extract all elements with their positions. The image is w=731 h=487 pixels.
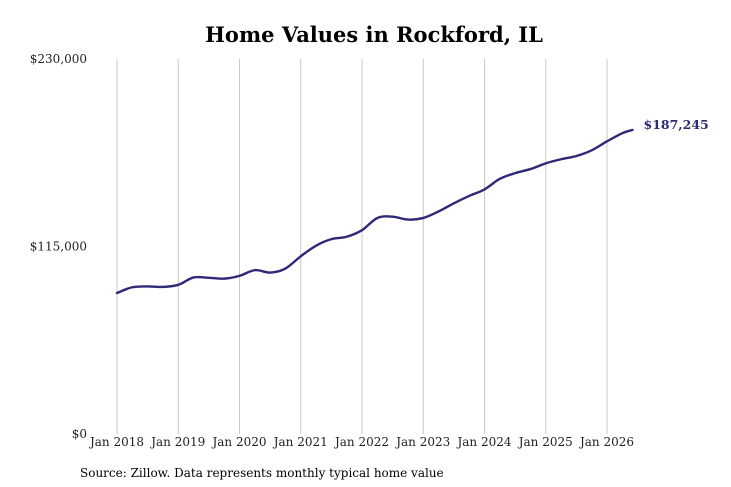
chart-title: Home Values in Rockford, IL [205,22,543,47]
x-tick-label-7: Jan 2025 [517,435,573,449]
series-layer: $187,245 [115,117,709,295]
x-tick-label-4: Jan 2022 [333,435,389,449]
x-axis-ticks: Jan 2018 Jan 2019 Jan 2020 Jan 2021 Jan 2022… [88,435,634,449]
y-tick-label-0: $230,000 [30,52,87,66]
end-value-label: $187,245 [644,117,709,132]
x-tick-label-6: Jan 2024 [455,435,511,449]
x-tick-label-8: Jan 2026 [578,435,634,449]
gridlines [116,59,608,434]
y-axis-ticks: $230,000 $115,000 $0 [30,52,87,441]
y-tick-label-2: $0 [72,427,87,441]
x-tick-label-0: Jan 2018 [88,435,144,449]
x-tick-label-2: Jan 2020 [210,435,266,449]
x-tick-label-5: Jan 2023 [394,435,450,449]
x-tick-label-3: Jan 2021 [272,435,328,449]
y-tick-label-1: $115,000 [30,240,87,254]
source-note: Source: Zillow. Data represents monthly … [80,466,444,480]
series-line-home-value [115,128,634,295]
x-tick-label-1: Jan 2019 [149,435,205,449]
